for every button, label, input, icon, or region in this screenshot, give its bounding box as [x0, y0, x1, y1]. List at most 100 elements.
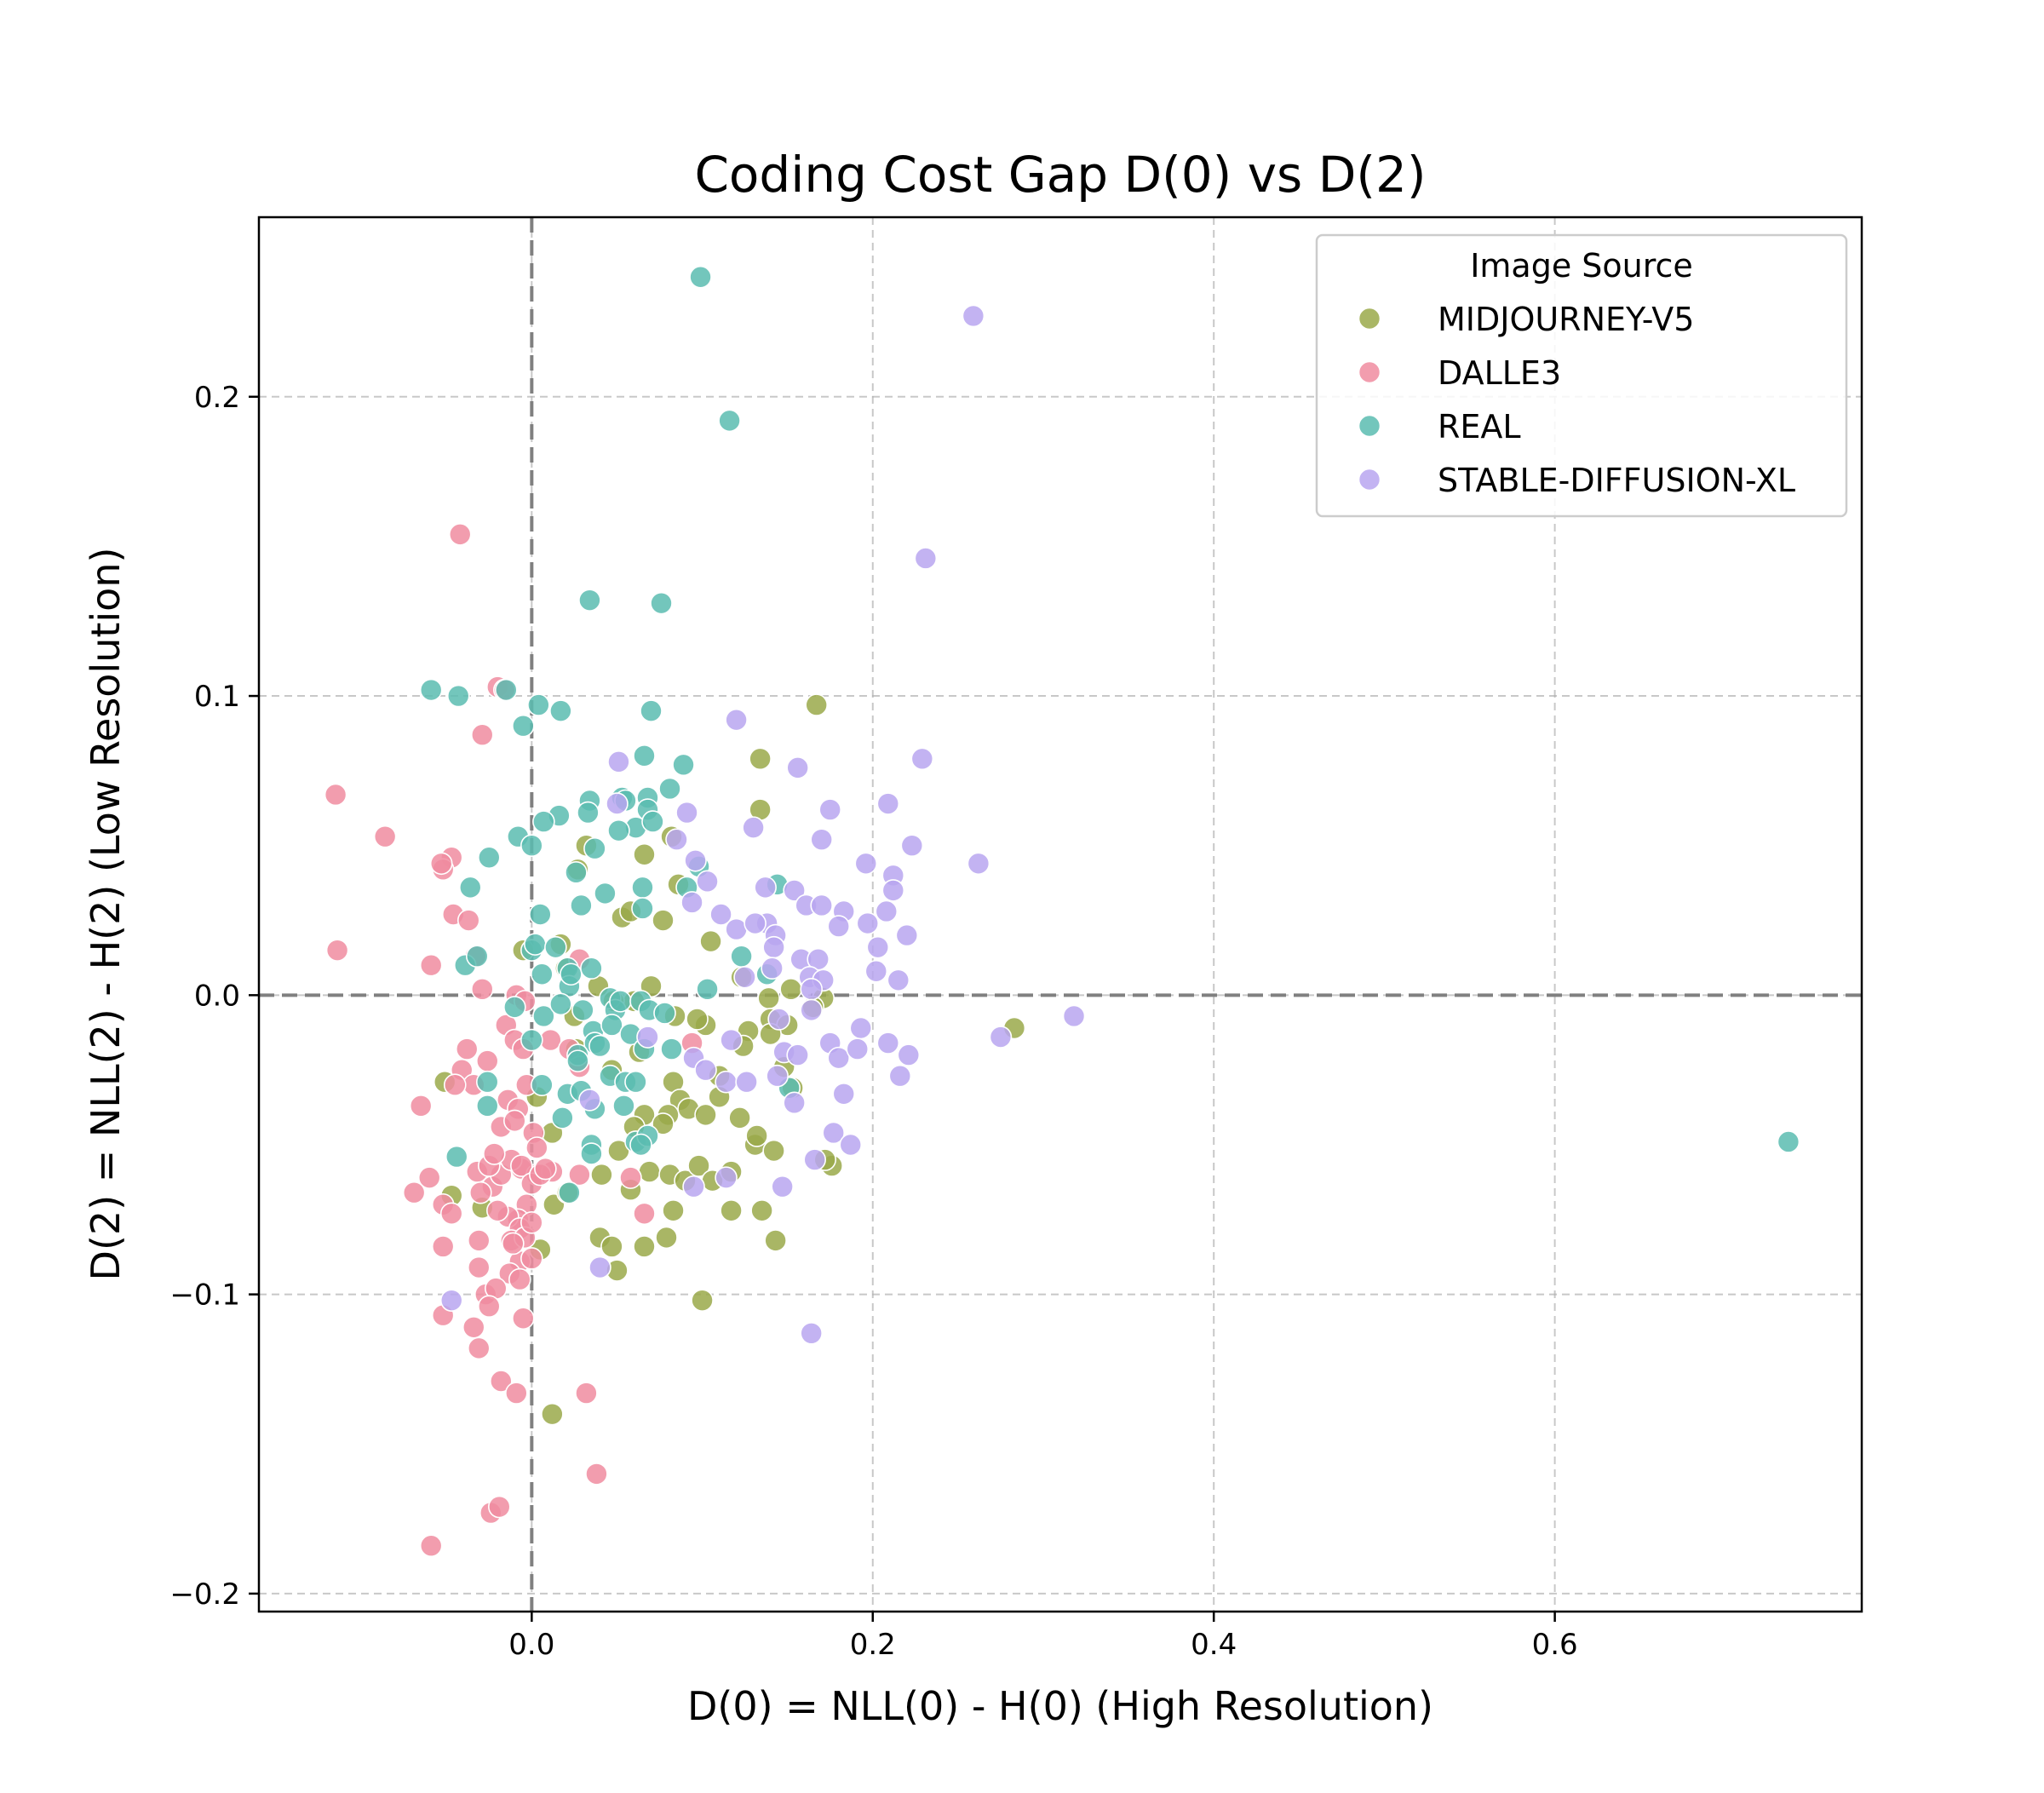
data-point — [495, 678, 518, 702]
data-point — [577, 801, 600, 825]
data-point — [467, 1336, 491, 1360]
data-point — [419, 1534, 443, 1558]
data-point — [503, 996, 526, 1019]
data-point — [764, 1229, 787, 1252]
data-point — [580, 1142, 603, 1165]
x-tick-label: 0.2 — [850, 1628, 896, 1662]
data-point — [699, 929, 722, 953]
data-point — [914, 547, 938, 570]
data-point — [875, 899, 899, 923]
data-point — [520, 1247, 543, 1270]
data-point — [566, 1049, 589, 1072]
data-point — [682, 1175, 705, 1198]
data-point — [800, 1322, 823, 1345]
data-point — [866, 935, 890, 959]
data-point — [541, 1402, 564, 1426]
data-point — [520, 1211, 543, 1234]
data-point — [832, 1082, 856, 1106]
data-point — [783, 879, 806, 902]
legend-marker — [1358, 468, 1381, 491]
data-point — [612, 1095, 635, 1118]
data-point — [633, 744, 656, 767]
legend-title: Image Source — [1470, 247, 1693, 284]
data-point — [810, 894, 834, 917]
data-point — [1777, 1130, 1800, 1153]
data-point — [728, 1106, 751, 1129]
data-point — [888, 1064, 912, 1088]
data-point — [750, 1198, 773, 1222]
data-point — [477, 846, 501, 870]
data-point — [629, 1133, 652, 1157]
data-point — [402, 1181, 426, 1204]
data-point — [655, 1226, 678, 1250]
data-point — [967, 852, 990, 876]
data-point — [803, 1148, 826, 1171]
data-point — [733, 965, 756, 989]
data-point — [580, 957, 603, 980]
data-point — [505, 1382, 528, 1405]
data-point — [565, 861, 588, 884]
data-point — [600, 1014, 623, 1037]
data-point — [641, 810, 664, 833]
data-point — [583, 836, 606, 860]
legend-label: REAL — [1438, 408, 1521, 445]
data-point — [607, 819, 630, 842]
data-point — [694, 1103, 717, 1127]
data-point — [445, 1145, 468, 1169]
data-point — [715, 1070, 738, 1094]
data-point — [578, 1088, 601, 1112]
data-point — [475, 1095, 499, 1118]
data-point — [633, 842, 656, 866]
data-point — [631, 876, 654, 899]
data-point — [325, 939, 349, 962]
data-point — [786, 1043, 809, 1066]
x-tick-label: 0.6 — [1532, 1628, 1578, 1662]
data-point — [534, 1157, 557, 1181]
data-point — [696, 978, 719, 1001]
data-point — [800, 978, 823, 1001]
data-point — [467, 1256, 491, 1279]
data-point — [475, 1049, 499, 1072]
data-point — [691, 1289, 714, 1312]
data-point — [417, 1166, 441, 1189]
data-point — [805, 693, 828, 716]
data-point — [696, 870, 719, 894]
data-point — [665, 828, 688, 851]
data-point — [477, 1295, 501, 1318]
data-point — [624, 1070, 647, 1094]
data-points — [324, 265, 1800, 1558]
axis-ticks: 0.0 0.2 0.4 0.6 −0.2 −0.1 0.0 0.1 0.2 — [169, 381, 1577, 1662]
data-point — [585, 1463, 608, 1486]
data-point — [735, 1070, 758, 1094]
y-tick-label: −0.2 — [169, 1577, 240, 1612]
data-point — [532, 810, 555, 833]
data-point — [619, 1166, 642, 1189]
legend-marker — [1358, 414, 1381, 438]
data-point — [607, 750, 630, 773]
legend-marker — [1358, 307, 1381, 330]
data-point — [720, 1028, 743, 1052]
data-point — [783, 1091, 806, 1115]
data-point — [680, 891, 703, 914]
data-point — [512, 714, 535, 738]
legend-marker — [1358, 360, 1381, 384]
data-point — [800, 998, 823, 1022]
data-point — [687, 1154, 710, 1177]
data-point — [568, 1163, 591, 1187]
data-point — [762, 1139, 785, 1163]
y-tick-label: 0.0 — [194, 979, 240, 1013]
data-point — [419, 678, 443, 702]
data-point — [689, 265, 712, 289]
data-point — [455, 1037, 479, 1060]
data-point — [895, 923, 919, 947]
data-point — [856, 911, 880, 935]
y-axis-label: D(2) = NLL(2) - H(2) (Low Resolution) — [83, 548, 129, 1281]
data-point — [527, 693, 550, 716]
data-point — [443, 1073, 467, 1097]
data-point — [1062, 1004, 1086, 1028]
data-point — [876, 792, 900, 815]
data-point — [446, 684, 470, 708]
data-point — [373, 825, 397, 848]
data-point — [887, 968, 910, 992]
x-tick-label: 0.4 — [1191, 1628, 1237, 1662]
